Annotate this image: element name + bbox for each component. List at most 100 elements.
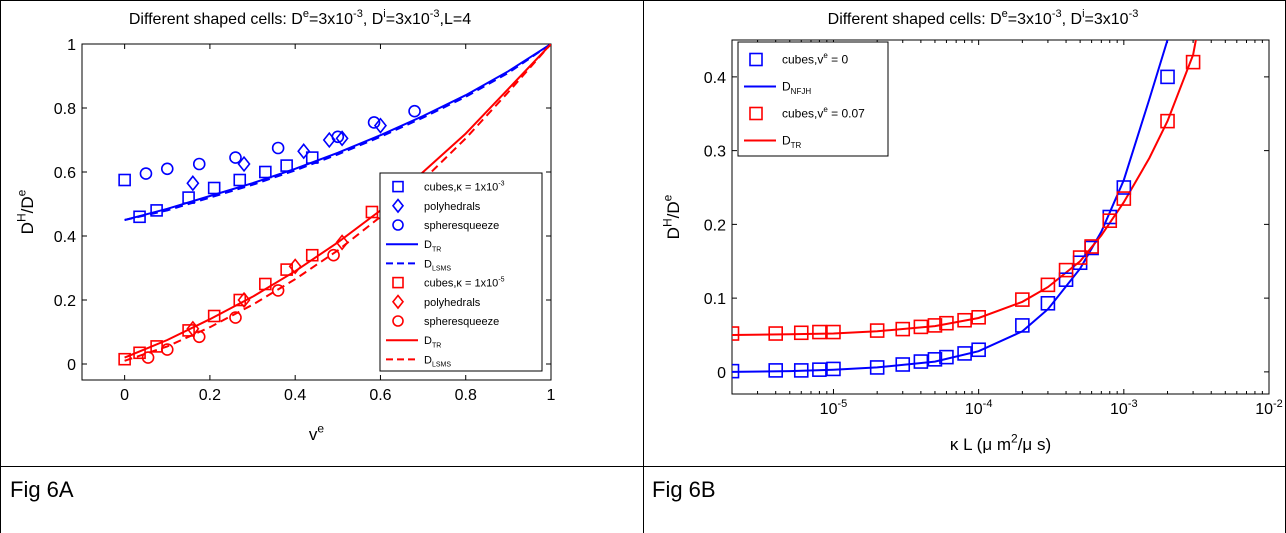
fig6b-point (971, 342, 986, 358)
fig6b-point (793, 363, 809, 378)
fig6b-data (732, 40, 1201, 379)
fig6a-legend-marker (392, 276, 404, 289)
fig6a-point (271, 141, 285, 155)
fig6b-point (793, 325, 809, 341)
fig6a-legend-label: DLSMS (424, 354, 451, 368)
fig6a-point (367, 116, 381, 129)
fig6b-point (939, 349, 954, 365)
fig6b-ytick-label: 0.1 (704, 291, 726, 308)
table-border-left (0, 0, 1, 533)
fig6b-legend: cubes,ve = 0 DNFJH cubes,ve = 0.07 DTR (737, 41, 889, 157)
fig6b-ylabel: DH/De (660, 194, 683, 239)
fig6b-point (826, 324, 841, 340)
fig6a-point (408, 104, 421, 118)
fig6b-point (1040, 295, 1056, 311)
fig6a-point (160, 343, 174, 356)
fig6b-point (869, 360, 885, 375)
fig6b-point (732, 363, 740, 379)
fig6b-xtick-label: 10-5 (820, 398, 848, 418)
fig6a-xtick-label: 0.8 (455, 387, 477, 404)
fig6a-point (373, 117, 387, 134)
fig6b-point (1160, 113, 1175, 129)
fig6a-point (192, 157, 206, 171)
fig6a-ytick-label: 0.4 (54, 229, 76, 246)
chart-6a: Different shaped cells: De=3x10-3, Di=3x… (14, 8, 555, 444)
fig6a-title: Different shaped cells: De=3x10-3, Di=3x… (129, 8, 471, 28)
fig6a-series-line-9 (124, 44, 551, 362)
fig6a-plot-frame (81, 43, 552, 381)
fig6a-point (237, 155, 251, 173)
chart-6b: Different shaped cells: De=3x10-3, Di=3x… (660, 8, 1282, 454)
fig6a-legend-marker (391, 294, 405, 310)
fig6a-point (233, 293, 247, 307)
fig6b-ytick-label: 0 (717, 365, 726, 382)
fig6a-ytick-label: 0.2 (54, 293, 76, 310)
fig6b-xlabel: κ L (μ m2/μ s) (950, 431, 1051, 454)
fig6a-legend-label: cubes,κ = 1x10-3 (424, 181, 505, 194)
fig6a-point (280, 159, 293, 172)
fig6a-point (182, 191, 195, 204)
fig6a-point (139, 167, 153, 180)
fig6b-point (869, 323, 885, 338)
fig6a-point (150, 204, 163, 217)
fig6b-legend-label: DNFJH (782, 80, 811, 97)
fig6b-point (768, 363, 784, 378)
fig6a-point (305, 151, 319, 164)
fig6b-point (1160, 69, 1175, 85)
fig6a-legend-label: DTR (424, 335, 441, 349)
fig6a-xtick-label: 0.4 (284, 387, 306, 404)
fig6a-point (160, 162, 174, 176)
fig6b-legend-label: cubes,ve = 0 (782, 51, 848, 66)
fig6a-point (229, 151, 242, 164)
fig6b-point (1084, 239, 1099, 254)
fig6b-legend-box (737, 41, 889, 157)
fig6a-legend-label: DTR (424, 239, 441, 253)
fig6a-legend-label: cubes,κ = 1x10-5 (424, 277, 505, 290)
fig6a-legend: cubes,κ = 1x10-3 polyhedrals spheresqueeze… (379, 172, 543, 372)
fig6a-point (288, 258, 302, 275)
fig6a-point (118, 173, 131, 187)
fig6a-legend-marker (391, 198, 405, 214)
fig6a-point (327, 248, 340, 262)
fig6a-ytick-label: 1 (67, 37, 76, 54)
fig6b-point (1116, 191, 1132, 206)
fig6b-legend-label: cubes,ve = 0.07 (782, 105, 865, 120)
fig6a-xtick-label: 0 (120, 387, 129, 404)
fig6a-ytick-label: 0.8 (54, 101, 76, 118)
caption-fig-6a: Fig 6A (10, 477, 74, 502)
fig6b-point (895, 357, 911, 372)
fig6a-point (233, 173, 247, 187)
fig6a-point (186, 175, 200, 192)
fig6a-legend-label: DLSMS (424, 258, 451, 272)
fig6b-point (1116, 180, 1132, 195)
caption-fig-6b: Fig 6B (652, 477, 716, 502)
fig6b-legend-marker (749, 52, 763, 67)
fig6a-ytick-label: 0.6 (54, 165, 76, 182)
fig6a-legend-marker (392, 180, 404, 193)
fig6a-legend-box (379, 172, 543, 372)
fig6b-point (927, 318, 943, 333)
fig6b-point (826, 361, 841, 377)
fig6b-point (768, 326, 784, 341)
fig6a-point (335, 234, 349, 251)
fig6a-point (335, 130, 349, 147)
fig6a-point (259, 165, 272, 179)
fig6b-point (971, 309, 986, 325)
fig6a-point (133, 210, 146, 224)
fig6a-point (331, 130, 345, 144)
fig6b-ytick-label: 0.3 (704, 144, 726, 161)
fig6a-point (365, 205, 379, 219)
fig6a-legend-marker (392, 219, 404, 231)
fig6a-legend-label: polyhedrals (424, 201, 481, 213)
fig6a-ytick-label: 0 (67, 357, 76, 374)
fig6b-point (812, 362, 827, 377)
table-border-row (0, 466, 1286, 467)
fig6b-series-line-3 (732, 40, 1197, 336)
fig6b-point (1015, 292, 1030, 307)
fig6b-legend-marker (749, 106, 763, 121)
fig6a-series-line-7 (124, 44, 551, 221)
fig6a-ylabel: DH/De (14, 189, 37, 234)
fig6a-point (237, 291, 251, 309)
fig6b-point (957, 312, 972, 328)
